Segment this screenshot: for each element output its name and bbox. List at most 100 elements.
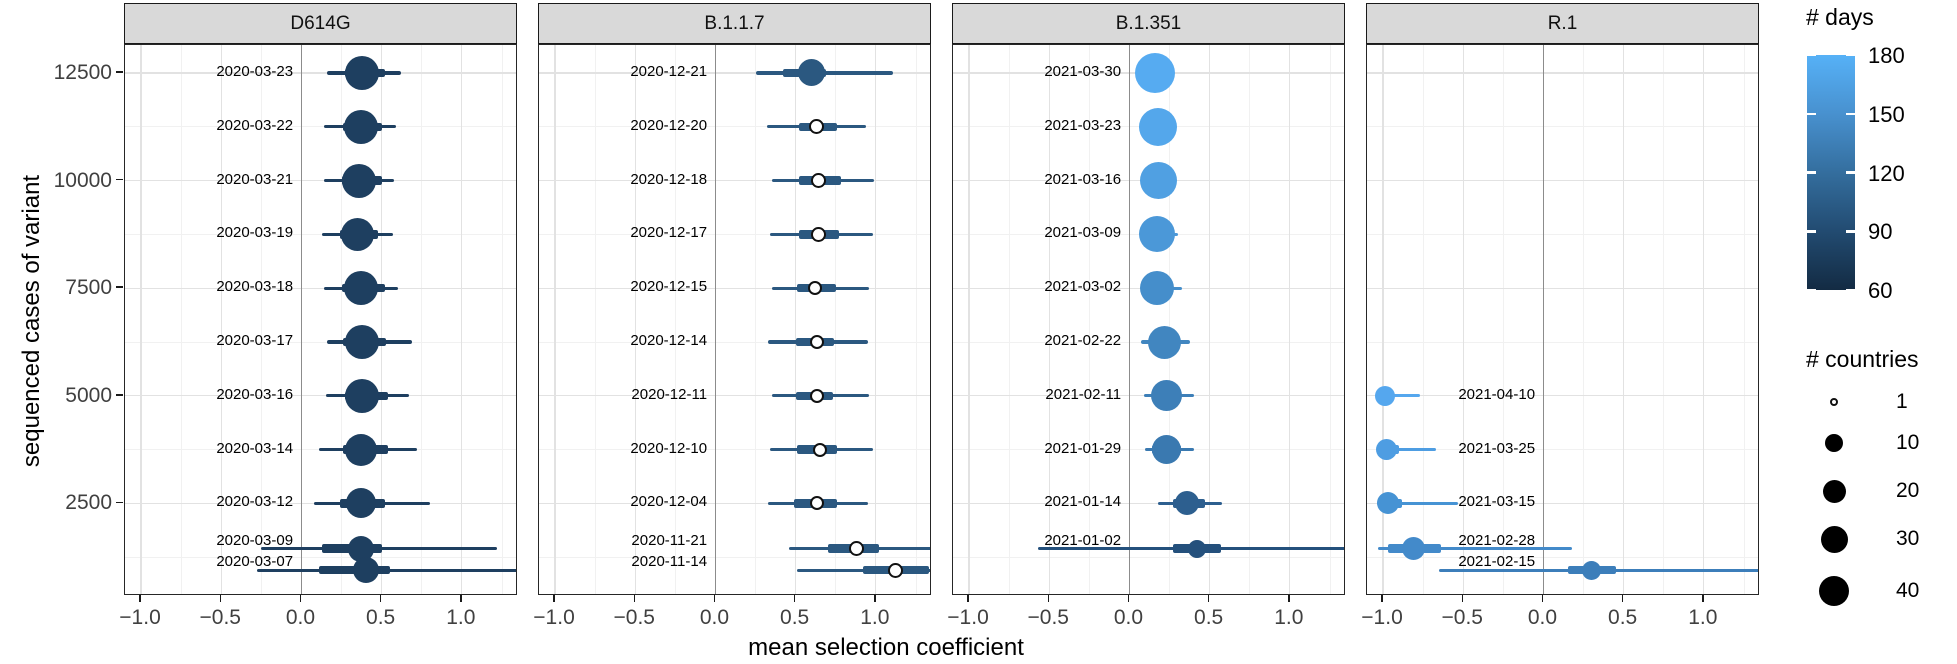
countries-size-label: 1 [1896, 390, 1908, 413]
date-label: 2021-01-14 [1044, 493, 1122, 511]
x-major-gridline [1382, 45, 1384, 594]
y-major-gridline [1367, 179, 1758, 182]
days-colorbar-tick [1846, 288, 1855, 292]
y-major-gridline [1367, 287, 1758, 289]
x-minor-gridline [915, 45, 917, 594]
x-axis-tick-label: 0.0 [285, 606, 316, 629]
x-minor-gridline [1422, 45, 1424, 594]
days-colorbar-tick [1846, 230, 1855, 233]
days-colorbar-tick [1807, 230, 1816, 233]
x-axis-tick [793, 595, 796, 602]
estimate-point [1150, 380, 1182, 412]
estimate-point [809, 335, 824, 350]
x-major-gridline [461, 45, 463, 594]
x-axis-tick [1381, 595, 1383, 602]
y-minor-gridline [539, 556, 930, 558]
date-label: 2020-12-20 [630, 116, 708, 134]
countries-size-label: 30 [1896, 527, 1920, 550]
estimate-point [798, 59, 826, 87]
date-label: 2021-03-16 [1044, 170, 1122, 188]
estimate-point [810, 173, 826, 189]
y-axis-tick [116, 178, 123, 181]
x-axis-tick-label: 1.0 [1274, 606, 1304, 629]
date-label: 2021-03-25 [1458, 439, 1536, 457]
date-label: 2020-03-14 [216, 439, 294, 457]
outer-interval-line [1378, 547, 1573, 551]
date-label: 2021-04-10 [1458, 385, 1536, 403]
x-axis-tick [1207, 595, 1210, 602]
days-colorbar-tick [1846, 171, 1855, 174]
y-axis-tick-label: 5000 [65, 383, 112, 407]
date-label: 2020-03-18 [216, 278, 294, 296]
y-minor-gridline [539, 126, 930, 128]
facet-strip-label: B.1.351 [1115, 12, 1182, 34]
date-label: 2021-01-29 [1044, 439, 1122, 457]
date-label: 2020-12-11 [631, 385, 708, 403]
x-axis-tick-label: 0.5 [780, 606, 810, 629]
outer-interval-line [1376, 501, 1459, 506]
facet-strip-label: R.1 [1547, 12, 1578, 34]
estimate-point [1582, 560, 1602, 580]
facet-panel: 2020-12-21 2020-12-20 2020-12-18 2020-12-17… [538, 44, 931, 595]
estimate-point [342, 163, 377, 198]
y-axis-tick-label: 2500 [65, 491, 112, 515]
estimate-point [1148, 325, 1182, 359]
y-axis-tick [116, 394, 123, 396]
x-axis-tick [1702, 595, 1704, 602]
x-axis-tick [460, 595, 462, 602]
y-minor-gridline [539, 234, 930, 235]
estimate-point [345, 488, 376, 519]
estimate-point [341, 217, 375, 251]
x-axis-tick [713, 595, 716, 602]
estimate-point [1139, 107, 1178, 146]
date-label: 2020-11-14 [631, 553, 708, 571]
y-minor-gridline [125, 556, 516, 558]
x-axis-tick [1621, 595, 1624, 602]
zero-reference-line [1542, 45, 1545, 594]
x-major-gridline [220, 45, 222, 594]
x-axis-tick-label: 0.5 [1608, 606, 1638, 629]
estimate-point [809, 496, 824, 511]
y-major-gridline [125, 395, 516, 397]
y-major-gridline [539, 395, 930, 397]
date-label: 2020-12-18 [630, 170, 708, 188]
x-axis-tick-label: 0.5 [1194, 606, 1224, 629]
days-colorbar-label: 180 [1868, 43, 1905, 68]
date-label: 2021-03-23 [1044, 116, 1122, 134]
x-minor-gridline [755, 45, 757, 594]
x-axis-tick-label: 1.0 [1688, 606, 1718, 629]
estimate-point [1402, 537, 1426, 561]
days-colorbar-tick [1807, 171, 1816, 174]
y-minor-gridline [539, 341, 930, 343]
countries-size-label: 10 [1896, 431, 1920, 454]
date-label: 2021-03-15 [1458, 493, 1536, 511]
y-major-gridline [125, 287, 516, 289]
zero-reference-line [1128, 45, 1131, 594]
x-axis-tick-label: 0.0 [1527, 606, 1558, 629]
estimate-point [345, 325, 380, 360]
countries-size-swatch [1825, 434, 1843, 452]
date-label: 2020-12-21 [630, 62, 708, 80]
facet-strip-label: B.1.1.7 [704, 12, 765, 34]
y-axis-tick [116, 286, 123, 288]
estimate-point [344, 433, 377, 466]
x-axis-tick-label: −0.5 [1441, 606, 1483, 629]
x-axis-tick-label: 1.0 [860, 606, 890, 629]
x-major-gridline [875, 45, 877, 594]
estimate-point [1139, 162, 1177, 200]
y-minor-gridline [1367, 449, 1758, 451]
x-minor-gridline [674, 45, 676, 594]
facet-panel: 2020-03-23 2020-03-22 2020-03-21 2020-03-19… [124, 44, 517, 595]
y-major-gridline [539, 502, 930, 505]
days-colorbar-label: 90 [1868, 219, 1893, 245]
date-label: 2020-12-04 [630, 493, 708, 511]
y-minor-gridline [125, 341, 516, 343]
estimate-point [807, 281, 822, 296]
facet-strip: D614G [124, 3, 517, 44]
estimate-point [352, 557, 379, 584]
y-major-gridline [539, 179, 930, 182]
x-minor-gridline [260, 45, 262, 594]
days-colorbar-label: 120 [1868, 160, 1905, 186]
estimate-point [1374, 385, 1395, 406]
x-major-gridline [968, 45, 970, 594]
